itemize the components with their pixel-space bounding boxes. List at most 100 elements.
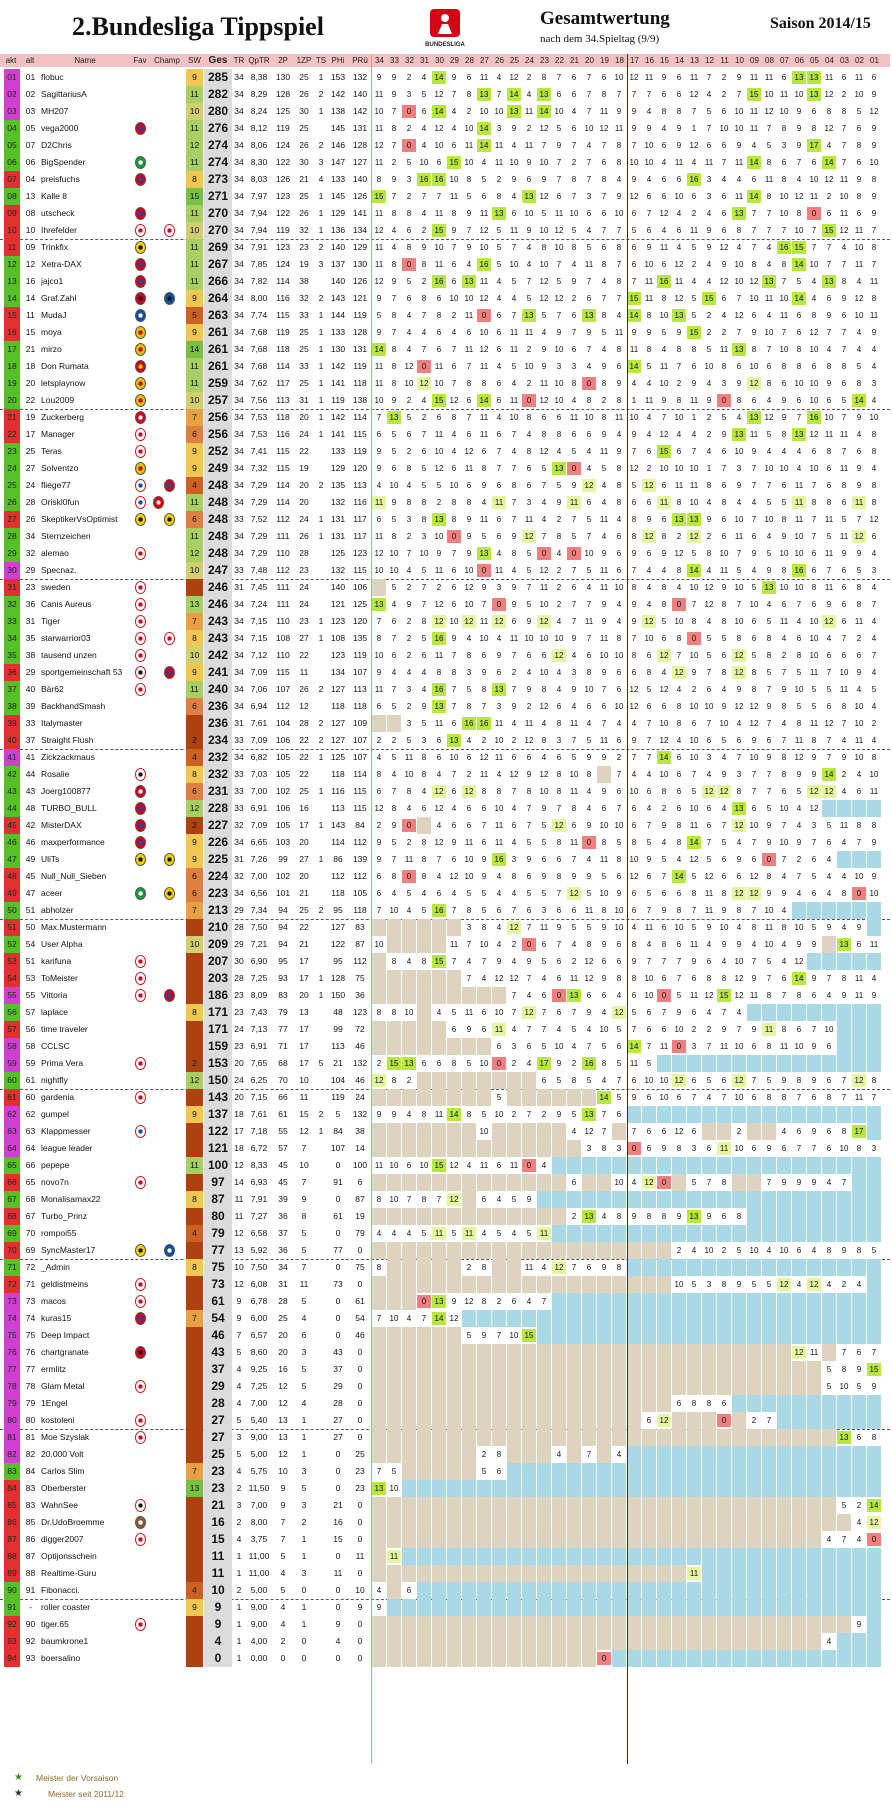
matchday-tip-cell: 9 <box>766 566 772 575</box>
rank-previous: 69 <box>25 1245 36 1255</box>
matchday-score <box>186 919 203 936</box>
matchday-tip-cell: 7 <box>511 430 517 439</box>
empty-matchday <box>477 1412 491 1429</box>
matchday-tip-cell: 4 <box>781 1127 787 1136</box>
empty-matchday <box>582 1463 596 1480</box>
matchday-tip-cell: 7 <box>706 124 712 133</box>
matchday-tip-cell: 10 <box>479 1059 489 1068</box>
matchday-score: 7 <box>186 902 203 919</box>
matchday-tip-cell: 2 <box>841 90 847 99</box>
matchday-tip-cell: 6 <box>811 107 817 116</box>
tipped-rounds: 34 <box>234 752 244 762</box>
empty-matchday <box>762 1565 776 1582</box>
tipped-rounds: 34 <box>234 89 244 99</box>
matchday-tip-cell: 4 <box>601 481 607 490</box>
matchday-tip-cell: 0 <box>537 547 551 560</box>
points-per-round: 7,91 <box>250 1194 268 1204</box>
matchday-score: 2 <box>186 1055 203 1072</box>
matchday-tip-cell: 7 <box>451 702 457 711</box>
matchday-tip-cell: 5 <box>526 600 532 609</box>
matchday-tip-cell: 6 <box>436 753 442 762</box>
total-points: 28 <box>204 1395 232 1412</box>
matchday-tip-cell: 5 <box>646 362 652 371</box>
matchday-tip-cell: 6 <box>826 464 832 473</box>
club-crest-icon <box>164 853 175 866</box>
empty-matchday <box>537 1276 551 1293</box>
club-crest-icon <box>135 258 146 271</box>
club-crest-icon <box>135 1091 146 1104</box>
second-half-points: 113 <box>353 684 367 694</box>
empty-matchday <box>567 1531 581 1548</box>
club-crest-icon <box>164 224 175 237</box>
matchday-tip-cell: 2 <box>526 702 532 711</box>
matchday-tip-cell: 9 <box>451 226 457 235</box>
favourite-club <box>133 1293 149 1310</box>
empty-matchday <box>582 1310 596 1327</box>
empty-matchday <box>612 1514 626 1531</box>
empty-matchday <box>582 1599 596 1616</box>
matchday-tip-cell: 9 <box>421 243 427 252</box>
matchday-tip-cell: 12 <box>567 887 581 900</box>
rank-previous: 85 <box>25 1517 36 1527</box>
first-half-points: 132 <box>330 565 346 575</box>
matchday-tip-cell: 10 <box>449 617 459 626</box>
rank-current: 11 <box>4 239 20 256</box>
matchday-tip-cell: 15 <box>372 190 386 203</box>
rank-previous: 68 <box>25 1194 36 1204</box>
matchday-tip-cell: 9 <box>796 107 802 116</box>
matchday-tip-cell: 11 <box>509 634 519 643</box>
empty-matchday <box>792 1106 806 1123</box>
matchday-tip-cell: 5 <box>481 889 487 898</box>
empty-matchday <box>372 1174 386 1191</box>
matchday-tip-cell: 10 <box>854 702 864 711</box>
matchday-score: 6 <box>186 698 203 715</box>
matchday-score: 11 <box>186 86 203 103</box>
champion-pick <box>152 358 184 375</box>
empty-matchday <box>447 1463 461 1480</box>
favourite-club <box>133 511 149 528</box>
rank-current: 56 <box>4 1004 20 1021</box>
matchday-tip-cell: 7 <box>721 821 727 830</box>
matchday-tip-cell: 8 <box>706 974 712 983</box>
empty-matchday <box>867 1412 881 1429</box>
matchday-tip-cell: 10 <box>614 702 624 711</box>
first-half-points: 122 <box>330 939 346 949</box>
empty-matchday <box>612 1293 626 1310</box>
matchday-tip-cell: 2 <box>526 345 532 354</box>
matchday-tip-cell: 10 <box>434 532 444 541</box>
matchday-tip-cell: 4 <box>736 838 742 847</box>
matchday-tip-cell: 10 <box>734 515 744 524</box>
matchday-tip-cell: 17 <box>537 1057 551 1070</box>
matchday-tip-cell: 6 <box>466 753 472 762</box>
matchday-tip-cell: 12 <box>807 1278 821 1291</box>
matchday-tip-cell: 8 <box>511 481 517 490</box>
empty-matchday <box>792 1157 806 1174</box>
empty-matchday <box>537 1242 551 1259</box>
matchday-tip-cell: 8 <box>391 209 397 218</box>
club-crest-icon <box>135 513 146 526</box>
table-row: 42 44 Rosalie 8 232 33 7,03 105 22 118 114 8 4 10 8 4 7 2… <box>0 766 890 783</box>
table-row: 07 04 preisfuchs 8 273 34 8,03 126 21 4 133 140 8 9 3 1… <box>0 171 890 188</box>
empty-matchday <box>387 1123 401 1140</box>
first-half-points: 0 <box>335 1228 341 1238</box>
matchday-tip-cell: 7 <box>391 787 397 796</box>
matchday-tip-cell: 4 <box>616 719 622 728</box>
matchday-tip-cell: 8 <box>856 379 862 388</box>
matchday-tip-cell: 11 <box>599 634 609 643</box>
rank-current: 31 <box>4 579 20 596</box>
matchday-tip-cell: 6 <box>826 838 832 847</box>
matchday-tip-cell: 8 <box>586 940 592 949</box>
empty-matchday <box>597 1599 611 1616</box>
matchday-tip-cell: 2 <box>406 447 412 456</box>
matchday-tip-cell: 11 <box>434 430 444 439</box>
rank-current: 60 <box>4 1072 20 1089</box>
matchday-tip-cell: 10 <box>614 821 624 830</box>
matchday-tip-cell: 10 <box>434 379 444 388</box>
empty-matchday <box>867 1055 881 1072</box>
matchday-tip-cell: 8 <box>616 396 622 405</box>
matchday-tip-cell: 10 <box>749 294 759 303</box>
exact-tips: 110 <box>276 548 290 558</box>
matchday-tip-cell: 10 <box>764 90 774 99</box>
matchday-tip-cell: 5 <box>511 277 517 286</box>
matchday-tip-cell: 7 <box>466 226 472 235</box>
